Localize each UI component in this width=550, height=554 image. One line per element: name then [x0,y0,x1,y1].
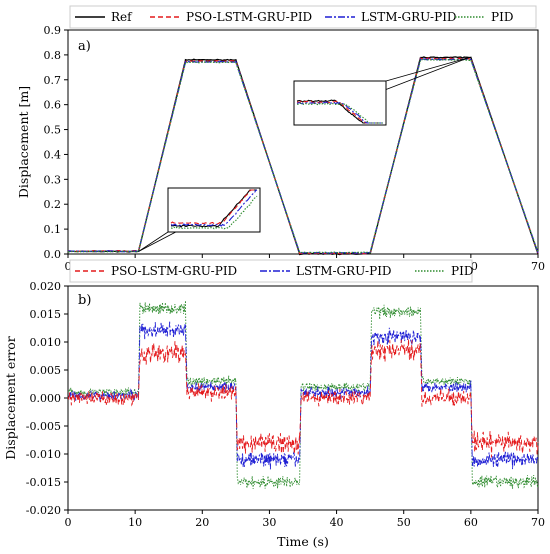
x-tick-label: 70 [531,516,545,529]
inset-series-line [170,195,258,230]
inset-series-line [170,189,258,227]
y-tick-label: 0.2 [44,198,62,211]
y-tick-label: 0.005 [30,364,62,377]
x-tick-label: 70 [531,260,545,273]
y-tick-label: 0.010 [30,336,62,349]
y-tick-label: 0.4 [44,148,62,161]
x-tick-label: 30 [262,516,276,529]
legend-label: Ref [111,10,133,24]
legend-label: LSTM-GRU-PID [296,264,392,278]
panel-a-chart: 0102030405060700.00.10.20.30.40.50.60.70… [16,24,545,273]
inset-series-line [170,189,257,225]
y-tick-label: 0.015 [30,308,62,321]
panel-b-ticks: 0 10 20 30 40 50 60 70 -0.020 -0.015 -0.010 -0.005 0… [26,280,545,529]
x-tick-label: 20 [195,516,209,529]
y-tick-label: 0.020 [30,280,62,293]
legend-label: PSO-LSTM-GRU-PID [111,264,237,278]
x-tick-label: 0 [65,516,72,529]
y-tick-label: 0.0 [44,248,62,261]
inset-connector [385,56,470,82]
x-tick-label: 10 [128,516,142,529]
legend-label: PID [491,10,513,24]
x-tick-label: 0 [65,260,72,273]
x-tick-label: 50 [397,516,411,529]
y-tick-label: -0.015 [26,476,61,489]
panel-a-y-label: Displacement [m] [16,86,31,198]
y-tick-label: 0.8 [44,49,62,62]
y-tick-label: 0.5 [44,124,62,137]
panel-b-legend: PSO-LSTM-GRU-PID LSTM-GRU-PID PID [69,259,473,283]
panel-a-insets [138,56,470,252]
y-tick-label: -0.020 [26,504,61,517]
panel-a-frame [67,29,539,255]
legend-label: PID [451,264,473,278]
panel-b-tag: b) [78,293,91,308]
panel-a-series [67,56,539,256]
series-line [67,58,539,254]
x-tick-label: 60 [464,516,478,529]
series-line [67,321,539,470]
panel-b-x-label: Time (s) [277,534,329,549]
legend-label: LSTM-GRU-PID [361,10,457,24]
inset-series-line [170,189,257,228]
y-tick-label: -0.010 [26,448,61,461]
y-tick-label: 0.9 [44,24,62,37]
y-tick-label: 0.6 [44,99,62,112]
y-tick-label: 0.3 [44,173,62,186]
series-line [67,300,539,489]
y-tick-label: 0.000 [30,392,62,405]
legend-a-box [69,5,537,29]
panel-b-y-label: Displacement error [3,336,18,459]
series-line [67,338,539,458]
legend-label: PSO-LSTM-GRU-PID [186,10,312,24]
y-tick-label: -0.005 [26,420,61,433]
x-tick-label: 40 [330,516,344,529]
inset-connector [138,231,169,252]
panel-a-legend: Ref PSO-LSTM-GRU-PID LSTM-GRU-PID PID [69,5,537,29]
inset-series-line [296,102,383,124]
panel-b-series [67,300,539,489]
panel-a-tag: a) [78,39,91,54]
y-tick-label: 0.1 [44,223,62,236]
inset-series-line [296,101,383,124]
panel-b-chart: 0 10 20 30 40 50 60 70 -0.020 -0.015 -0.010 -0.005 0… [3,280,545,549]
y-tick-label: 0.7 [44,74,62,87]
